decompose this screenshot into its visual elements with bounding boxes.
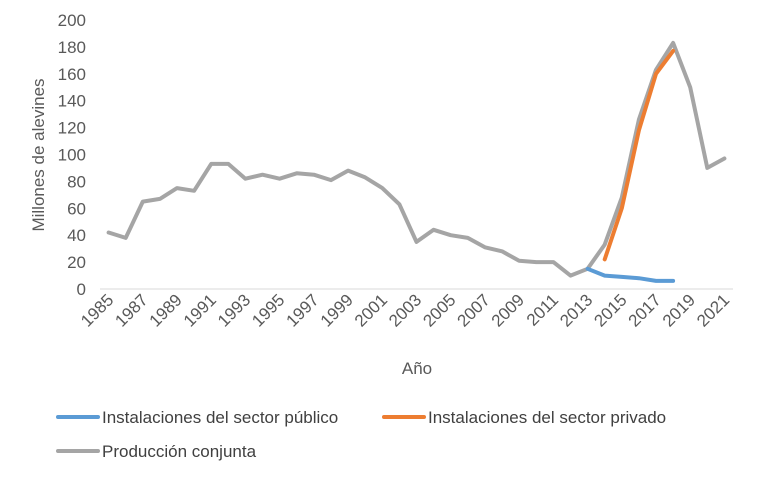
series-line-1 (585, 266, 676, 283)
legend: Instalaciones del sector público Instalac… (56, 408, 666, 461)
y-tick-label: 100 (58, 146, 86, 165)
x-tick-label: 2011 (523, 290, 562, 329)
series-line-overlay (109, 43, 725, 276)
y-tick-label: 180 (58, 38, 86, 57)
x-tick-label: 2005 (419, 290, 459, 330)
x-tick-label: 2019 (659, 290, 699, 330)
y-tick-label: 40 (67, 226, 86, 245)
legend-label: Instalaciones del sector público (102, 408, 338, 427)
y-tick-label: 160 (58, 65, 86, 84)
x-tick-label: 2021 (693, 290, 733, 330)
y-tick-label: 200 (58, 11, 86, 30)
x-tick-label: 2009 (488, 290, 528, 330)
y-tick-label: 140 (58, 92, 86, 111)
x-tick-label: 1991 (180, 290, 220, 330)
y-tick-label: 0 (77, 280, 86, 299)
x-tick-label: 2015 (590, 290, 630, 330)
y-tick-label: 60 (67, 199, 86, 218)
series-lines (106, 40, 727, 283)
x-tick-label: 1999 (317, 290, 357, 330)
y-axis-title: Millones de alevines (29, 78, 48, 231)
y-tick-label: 20 (67, 253, 86, 272)
x-tick-label: 1989 (146, 290, 186, 330)
x-tick-label: 2007 (454, 290, 494, 330)
y-tick-label: 80 (67, 172, 86, 191)
y-axis-ticks: 0 20 40 60 80 100 120 140 160 180 200 (58, 11, 86, 299)
legend-label: Producción conjunta (102, 442, 257, 461)
y-tick-label: 120 (58, 119, 86, 138)
x-tick-label: 2003 (385, 290, 425, 330)
x-tick-label: 1997 (282, 290, 322, 330)
x-tick-label: 2013 (556, 290, 596, 330)
x-axis-ticks: 1985198719891991199319951997199920012003… (77, 290, 733, 330)
x-tick-label: 2001 (351, 290, 391, 330)
series-line-2 (602, 48, 676, 262)
x-tick-label: 1995 (248, 290, 288, 330)
x-tick-label: 2017 (625, 290, 665, 330)
x-axis-title: Año (402, 359, 432, 378)
x-tick-label: 1993 (214, 290, 254, 330)
legend-label: Instalaciones del sector privado (428, 408, 666, 427)
series-line-3 (106, 40, 727, 278)
x-tick-label: 1987 (111, 290, 151, 330)
